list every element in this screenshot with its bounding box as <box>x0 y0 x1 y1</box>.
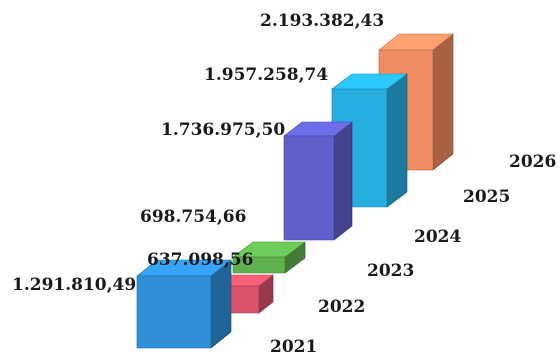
category-label-2024: 2024 <box>414 227 461 247</box>
bar-front-2021 <box>136 275 212 349</box>
data-label-2026: 2.193.382,43 <box>260 11 384 31</box>
category-label-2021: 2021 <box>270 337 317 356</box>
bar-2024 <box>283 121 353 241</box>
category-label-2026: 2026 <box>509 152 556 172</box>
bar-side-2024 <box>333 121 353 241</box>
data-label-2024: 1.736.975,50 <box>161 120 285 140</box>
category-label-2023: 2023 <box>367 261 414 281</box>
data-label-2021: 1.291.810,49 <box>12 275 136 295</box>
bar-2021 <box>136 259 232 349</box>
data-label-2022: 637.098,56 <box>147 250 253 270</box>
bar-front-2024 <box>283 135 335 241</box>
bar-2023 <box>232 241 306 274</box>
category-label-2022: 2022 <box>318 297 365 317</box>
bar-side-2025 <box>386 73 408 208</box>
bar-side-2026 <box>432 33 454 171</box>
data-label-2023: 698.754,66 <box>140 207 246 227</box>
bars-group: 1.291.810,49 637.098,56 698.754,66 1.736.97… <box>12 11 454 349</box>
bar-front-2023 <box>232 256 286 274</box>
data-label-2025: 1.957.258,74 <box>204 65 328 85</box>
category-label-2025: 2025 <box>463 187 510 207</box>
